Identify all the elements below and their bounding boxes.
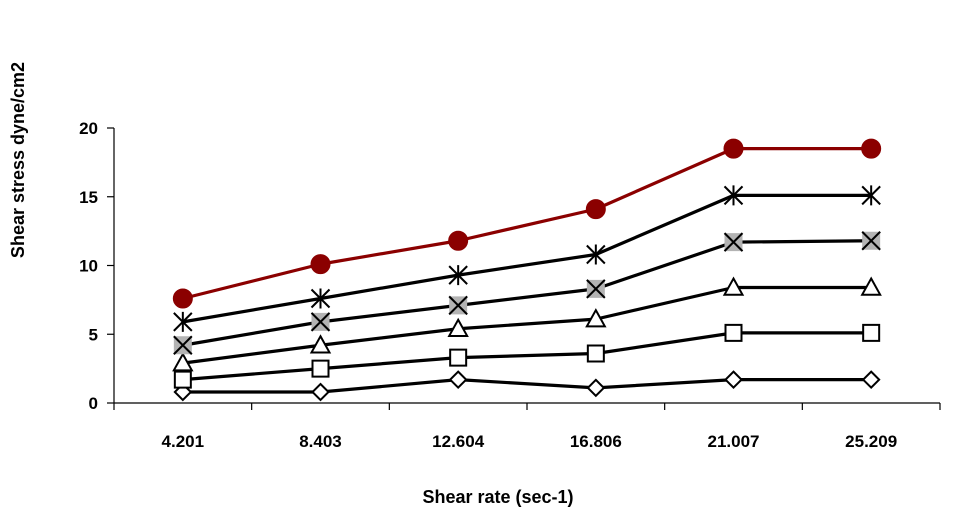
diamond-marker <box>861 370 881 390</box>
x-square-marker <box>448 295 468 316</box>
asterisk-marker <box>723 185 744 206</box>
asterisk-marker <box>586 244 606 265</box>
x-tick-label: 16.806 <box>570 432 622 451</box>
circle-marker <box>861 138 882 159</box>
series-line-square <box>182 331 872 382</box>
asterisk-marker <box>861 185 881 206</box>
y-tick-label: 0 <box>89 394 98 413</box>
square-marker <box>311 359 330 378</box>
series-line-asterisk <box>182 193 872 324</box>
triangle-marker <box>447 317 469 337</box>
y-tick-label: 20 <box>79 119 98 138</box>
x-tick-label: 21.007 <box>708 432 760 451</box>
series-line-triangle <box>182 285 872 365</box>
y-tick-label: 5 <box>89 325 98 344</box>
x-square-marker-stroke <box>173 335 193 355</box>
x-square-marker-stroke <box>723 232 744 252</box>
series-group <box>172 138 882 402</box>
series-line-circle <box>182 147 872 301</box>
x-axis-title: Shear rate (sec-1) <box>422 487 573 507</box>
x-square-marker <box>861 231 881 251</box>
square-marker <box>586 344 605 363</box>
labels: Shear stress dyne/cm2 Shear rate (sec-1) <box>8 62 574 507</box>
diamond-marker <box>311 382 330 402</box>
diamond-marker <box>586 378 606 398</box>
x-square-marker-stroke <box>310 312 331 332</box>
x-square-marker <box>310 312 331 332</box>
asterisk-marker <box>173 311 193 332</box>
circle-marker <box>448 230 469 251</box>
square-marker <box>862 323 881 342</box>
triangle-marker <box>309 334 332 354</box>
square-marker <box>173 370 192 389</box>
circle-marker <box>585 199 606 220</box>
circle-marker <box>723 138 744 159</box>
x-square-marker-stroke <box>448 295 468 316</box>
x-square-marker-stroke <box>586 279 606 299</box>
asterisk-marker <box>310 288 331 309</box>
x-square-marker <box>586 279 606 299</box>
triangle-marker <box>860 276 882 296</box>
x-square-marker <box>723 232 744 252</box>
circle-marker <box>310 254 331 275</box>
x-tick-label: 12.604 <box>432 432 485 451</box>
x-tick-label: 8.403 <box>299 432 342 451</box>
axes: 0 5 10 15 20 4.201 8.403 12.604 16.806 21.007 25.2… <box>79 119 941 451</box>
diamond-marker <box>448 370 468 390</box>
y-axis-title: Shear stress dyne/cm2 <box>8 62 28 258</box>
series-line-x-square <box>182 239 872 347</box>
triangle-marker <box>585 308 607 328</box>
x-square-marker <box>173 335 193 355</box>
square-marker <box>449 348 468 367</box>
triangle-marker <box>172 352 194 372</box>
x-square-marker-stroke <box>861 231 881 251</box>
square-marker <box>724 323 743 342</box>
y-tick-label: 15 <box>79 188 98 207</box>
series-line-diamond <box>182 378 872 394</box>
x-tick-label: 4.201 <box>162 432 205 451</box>
y-tick-label: 10 <box>79 257 98 276</box>
x-tick-label: 25.209 <box>845 432 897 451</box>
circle-marker <box>172 288 193 309</box>
diamond-marker <box>724 370 743 390</box>
triangle-marker <box>722 276 745 296</box>
asterisk-marker <box>448 265 468 286</box>
